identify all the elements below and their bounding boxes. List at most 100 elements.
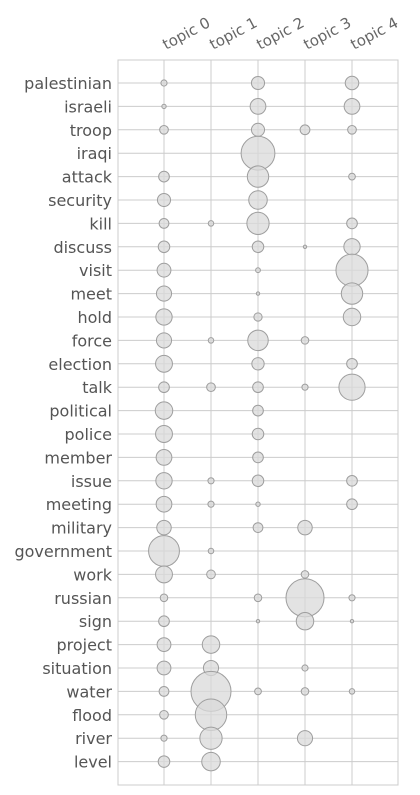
row-label: meeting bbox=[46, 495, 112, 514]
bubble-attack-topic-0 bbox=[158, 170, 170, 183]
bubble-security-topic-0 bbox=[156, 192, 172, 208]
bubble-flood-topic-1 bbox=[194, 698, 228, 732]
bubble-work-topic-3 bbox=[300, 570, 310, 579]
bubble-talk-topic-0 bbox=[158, 381, 170, 394]
bubble-discuss-topic-3 bbox=[302, 244, 308, 249]
row-label: election bbox=[48, 355, 112, 374]
bubble-russian-topic-2 bbox=[253, 593, 263, 603]
row-label: political bbox=[49, 402, 112, 421]
row-label: palestinian bbox=[24, 74, 112, 93]
bubble-security-topic-2 bbox=[248, 190, 268, 210]
bubble-israeli-topic-0 bbox=[161, 103, 167, 110]
row-label: situation bbox=[42, 659, 112, 678]
bubble-troop-topic-0 bbox=[159, 124, 169, 135]
bubble-work-topic-0 bbox=[155, 565, 173, 584]
row-label: member bbox=[44, 448, 112, 467]
bubble-situation-topic-0 bbox=[156, 660, 172, 676]
bubble-issue-topic-1 bbox=[207, 477, 215, 485]
bubble-meeting-topic-4 bbox=[346, 498, 358, 511]
bubble-talk-topic-3 bbox=[301, 383, 309, 391]
bubble-talk-topic-1 bbox=[206, 382, 216, 393]
bubble-attack-topic-4 bbox=[348, 172, 356, 181]
bubble-iraqi-topic-2 bbox=[240, 135, 276, 171]
bubble-military-topic-3 bbox=[297, 519, 313, 536]
bubble-layer bbox=[148, 75, 369, 772]
bubble-force-topic-0 bbox=[155, 332, 173, 349]
bubble-force-topic-3 bbox=[300, 336, 310, 345]
bubble-government-topic-1 bbox=[207, 547, 215, 555]
bubble-sign-topic-2 bbox=[255, 619, 261, 624]
bubble-meet-topic-4 bbox=[340, 282, 364, 305]
bubble-discuss-topic-4 bbox=[343, 238, 361, 256]
bubble-sign-topic-3 bbox=[295, 611, 315, 631]
bubble-discuss-topic-2 bbox=[251, 240, 265, 254]
bubble-hold-topic-4 bbox=[342, 307, 362, 327]
bubble-kill-topic-2 bbox=[246, 211, 270, 236]
bubble-russian-topic-4 bbox=[348, 594, 356, 602]
row-label: government bbox=[14, 542, 112, 561]
bubble-river-topic-0 bbox=[160, 734, 168, 742]
bubble-member-topic-0 bbox=[155, 449, 173, 466]
bubble-russian-topic-3 bbox=[285, 578, 325, 618]
bubble-kill-topic-0 bbox=[158, 218, 170, 229]
bubble-talk-topic-2 bbox=[252, 381, 264, 394]
bubble-troop-topic-3 bbox=[299, 124, 311, 136]
row-label: project bbox=[56, 636, 112, 655]
row-label: visit bbox=[79, 261, 112, 280]
bubble-issue-topic-2 bbox=[251, 474, 265, 488]
bubble-visit-topic-4 bbox=[335, 253, 369, 287]
bubble-meeting-topic-1 bbox=[207, 500, 215, 508]
column-label: topic 4 bbox=[347, 14, 401, 54]
bubble-water-topic-3 bbox=[300, 687, 310, 696]
row-label: police bbox=[65, 425, 112, 444]
bubble-discuss-topic-0 bbox=[157, 240, 171, 254]
bubble-river-topic-1 bbox=[199, 726, 223, 750]
bubble-sign-topic-4 bbox=[349, 619, 355, 624]
bubble-flood-topic-0 bbox=[159, 709, 169, 720]
bubble-visit-topic-0 bbox=[156, 262, 172, 278]
bubble-level-topic-1 bbox=[201, 751, 221, 772]
bubble-police-topic-0 bbox=[155, 425, 173, 443]
bubble-hold-topic-0 bbox=[155, 308, 173, 326]
bubble-work-topic-1 bbox=[206, 569, 216, 580]
row-label: river bbox=[75, 729, 112, 748]
bubble-meeting-topic-0 bbox=[155, 495, 173, 513]
bubble-water-topic-0 bbox=[158, 686, 170, 697]
row-label: iraqi bbox=[77, 144, 112, 163]
row-label: russian bbox=[54, 589, 112, 608]
bubble-israeli-topic-4 bbox=[343, 98, 361, 115]
bubble-hold-topic-2 bbox=[253, 312, 263, 322]
bubble-attack-topic-2 bbox=[246, 165, 270, 188]
bubble-russian-topic-0 bbox=[159, 593, 169, 603]
row-label: meet bbox=[70, 285, 112, 304]
row-label: water bbox=[66, 682, 112, 701]
bubble-water-topic-4 bbox=[348, 688, 356, 695]
bubble-troop-topic-2 bbox=[250, 122, 266, 137]
row-label: discuss bbox=[53, 238, 112, 257]
column-label: topic 2 bbox=[253, 14, 307, 54]
bubble-talk-topic-4 bbox=[338, 373, 366, 401]
row-label: military bbox=[51, 519, 112, 538]
row-label: level bbox=[74, 753, 112, 772]
bubble-level-topic-0 bbox=[157, 755, 171, 768]
bubble-meeting-topic-2 bbox=[255, 501, 261, 507]
bubble-palestinian-topic-0 bbox=[160, 79, 168, 87]
bubble-issue-topic-4 bbox=[346, 474, 358, 487]
bubble-force-topic-2 bbox=[247, 329, 269, 352]
column-label: topic 1 bbox=[206, 14, 260, 54]
bubble-palestinian-topic-4 bbox=[344, 75, 360, 91]
bubble-election-topic-4 bbox=[346, 357, 358, 370]
bubble-member-topic-2 bbox=[252, 451, 264, 464]
bubble-water-topic-2 bbox=[254, 687, 262, 696]
bubble-force-topic-1 bbox=[207, 337, 215, 344]
bubble-palestinian-topic-2 bbox=[250, 75, 266, 91]
bubble-meet-topic-2 bbox=[255, 291, 261, 296]
row-label: hold bbox=[77, 308, 112, 327]
bubble-government-topic-0 bbox=[148, 535, 180, 567]
row-label: kill bbox=[89, 214, 112, 233]
row-label: force bbox=[72, 331, 112, 350]
column-label: topic 3 bbox=[300, 14, 354, 54]
bubble-river-topic-3 bbox=[296, 730, 314, 747]
bubble-meet-topic-0 bbox=[155, 285, 173, 302]
bubble-police-topic-2 bbox=[251, 427, 265, 441]
